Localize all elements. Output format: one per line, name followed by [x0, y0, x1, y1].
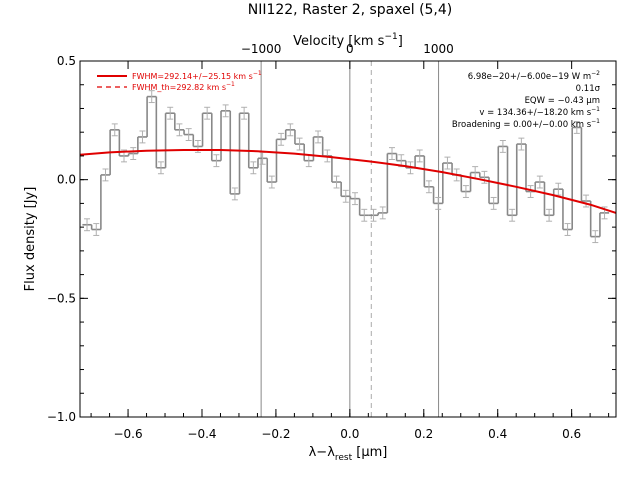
x-tick-label: 0.6	[562, 427, 581, 441]
plot-frame	[79, 60, 617, 418]
y-tick-label: −1.0	[47, 410, 76, 424]
legend-label-fwhm-th: FWHM_th=292.82 km s−1	[132, 81, 235, 92]
annotation-sigma: 0.11σ	[576, 84, 601, 94]
y-axis-label: Flux density [Jy]	[23, 187, 38, 292]
y-tick-label: −0.5	[47, 291, 76, 305]
annotation-velocity: v = 134.36+/−18.20 km s−1	[479, 106, 600, 118]
legend-label-fwhm: FWHM=292.14+/−25.15 km s−1	[132, 70, 262, 81]
fit-curve	[79, 149, 617, 214]
y-tick-label: 0.0	[57, 173, 76, 187]
x-tick-label: 0.2	[414, 427, 433, 441]
top-axis-label: Velocity [km s−1]	[293, 32, 403, 49]
fit-annotations: 6.98e−20+/−6.00e−19 W m−2 0.11σ EQW = −0…	[452, 70, 601, 130]
top-tick-label: −1000	[241, 42, 282, 56]
x-tick-label: −0.2	[261, 427, 290, 441]
x-axis-label: λ−λrest [μm]	[309, 445, 388, 463]
top-tick-label: 0	[346, 42, 354, 56]
annotation-eqw: EQW = −0.43 μm	[525, 96, 600, 106]
chart-title: NII122, Raster 2, spaxel (5,4)	[248, 2, 453, 18]
x-tick-label: −0.6	[113, 427, 142, 441]
top-tick-label: 1000	[423, 42, 454, 56]
x-tick-label: 0.4	[488, 427, 507, 441]
legend: FWHM=292.14+/−25.15 km s−1 FWHM_th=292.8…	[97, 70, 262, 92]
x-tick-label: −0.4	[187, 427, 216, 441]
annotation-flux: 6.98e−20+/−6.00e−19 W m−2	[468, 70, 600, 82]
y-tick-label: 0.5	[57, 54, 76, 68]
x-tick-label: 0.0	[340, 427, 359, 441]
plot-layer	[79, 61, 617, 417]
annotation-broadening: Broadening = 0.00+/−0.00 km s−1	[452, 118, 600, 130]
